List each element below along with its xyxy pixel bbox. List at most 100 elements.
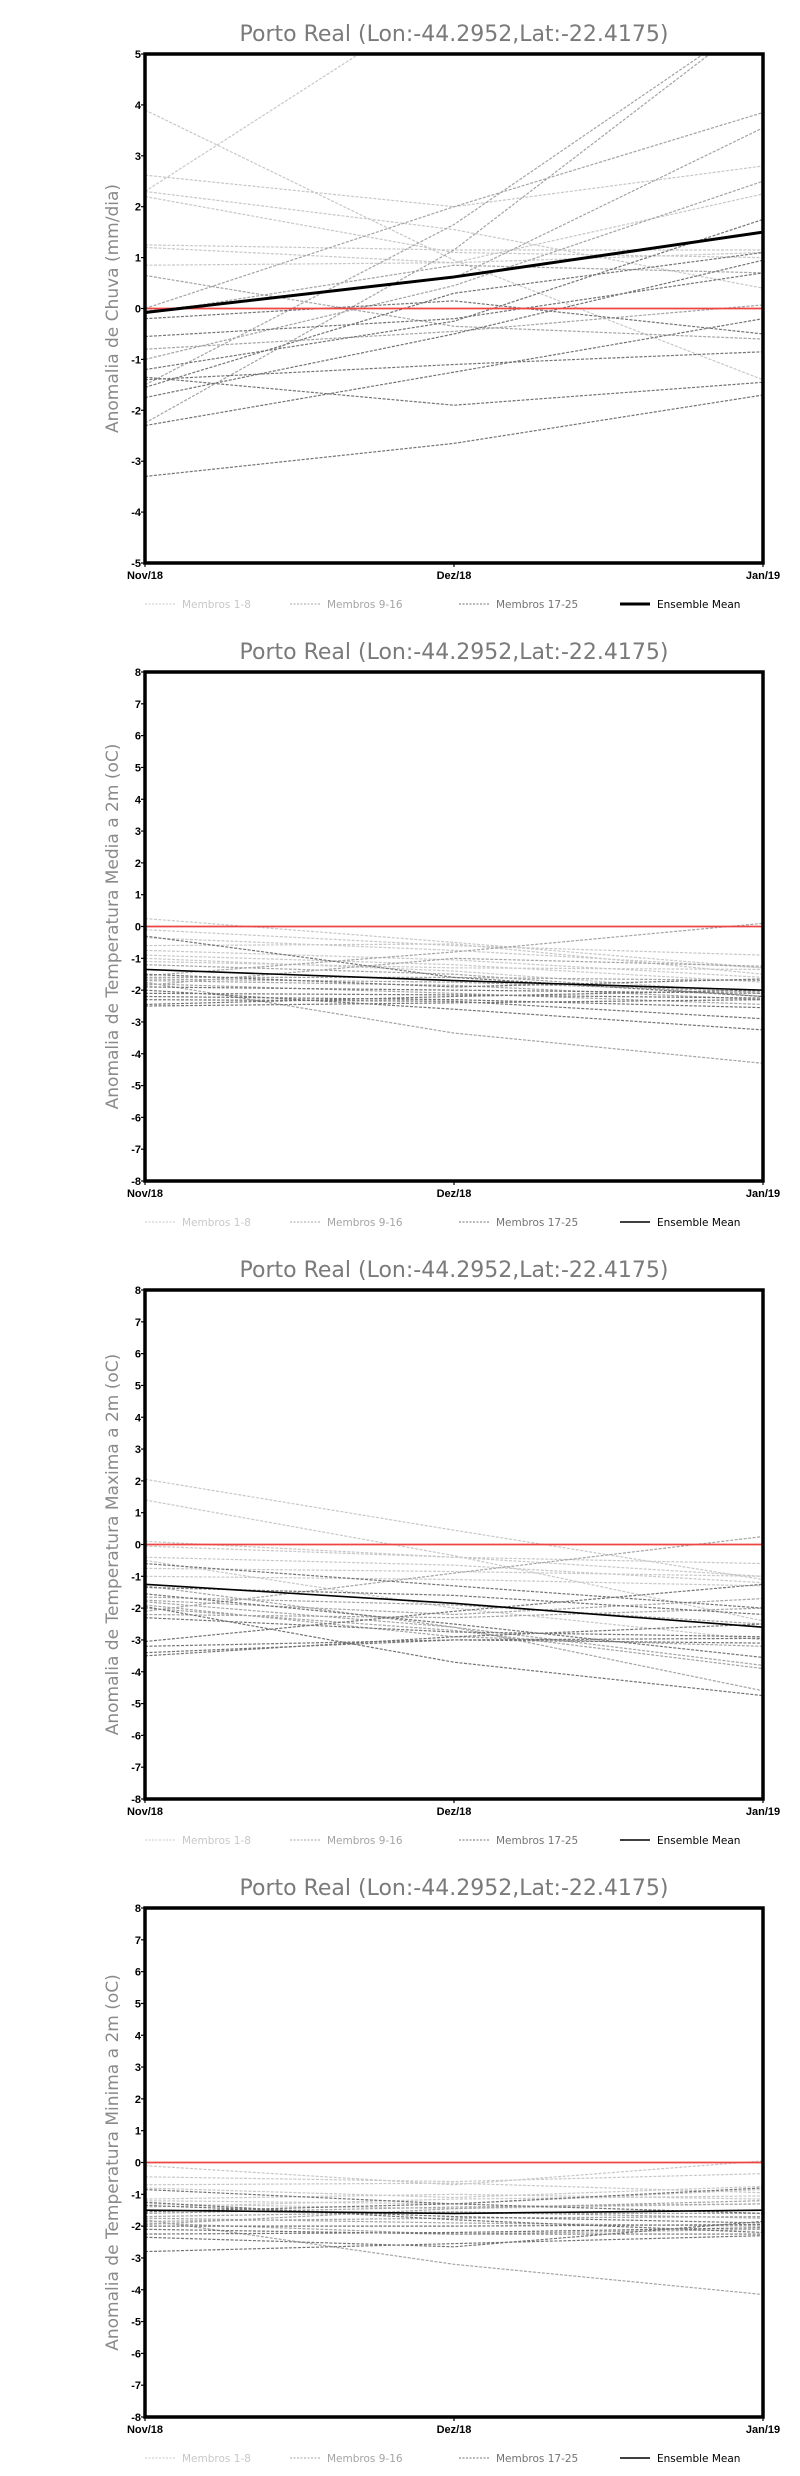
y-tick-label: -4: [131, 507, 142, 519]
member-line-2: [145, 1499, 763, 1622]
y-axis-label: Anomalia de Temperatura Maxima a 2m (oC): [103, 1354, 123, 1736]
member-line-1: [145, 54, 361, 192]
legend-label-4: Ensemble Mean: [657, 599, 740, 611]
legend-label-4: Ensemble Mean: [657, 1835, 740, 1847]
ensemble-mean-line: [145, 1583, 763, 1629]
ensemble-mean-line: [145, 968, 763, 991]
member-line-23: [145, 2201, 763, 2234]
y-tick-label: 4: [135, 100, 142, 112]
y-tick-label: 1: [135, 1508, 141, 1520]
member-line-7: [145, 957, 763, 994]
y-axis-label: Anomalia de Chuva (mm/dia): [103, 184, 123, 433]
member-line-17: [145, 2228, 763, 2235]
y-tick-label: 2: [135, 202, 141, 214]
member-line-21: [145, 376, 763, 406]
y-tick-label: 6: [135, 731, 141, 743]
y-tick-label: -5: [131, 558, 141, 570]
chart-title: Porto Real (Lon:-44.2952,Lat:-22.4175): [240, 640, 669, 665]
member-line-20: [145, 351, 763, 381]
member-line-24: [145, 973, 763, 988]
y-tick-label: 5: [135, 1380, 141, 1392]
y-tick-label: 3: [135, 2062, 141, 2074]
member-line-14: [145, 54, 711, 424]
member-line-22: [145, 2204, 763, 2224]
member-line-7: [145, 1567, 763, 1577]
member-line-10: [145, 1585, 763, 1692]
y-tick-label: -5: [131, 1081, 141, 1093]
y-tick-label: -1: [131, 2189, 141, 2201]
member-line-2: [145, 2173, 763, 2183]
member-line-11: [145, 2211, 763, 2219]
member-line-9: [145, 1596, 763, 1625]
member-line-10: [145, 111, 763, 310]
member-line-3: [145, 937, 763, 969]
member-line-18: [145, 1583, 763, 1643]
y-tick-label: -3: [131, 1635, 141, 1647]
y-tick-label: 0: [135, 1540, 141, 1552]
y-tick-label: 2: [135, 858, 141, 870]
member-line-19: [145, 992, 763, 999]
member-line-23: [145, 259, 763, 399]
y-tick-label: -1: [131, 354, 141, 366]
legend-label-1: Membros 1-8: [182, 599, 251, 611]
member-line-8: [145, 960, 763, 971]
y-tick-label: 8: [135, 667, 141, 679]
line-chart: Porto Real (Lon:-44.2952,Lat:-22.4175) An…: [103, 640, 780, 1229]
y-tick-label: -6: [131, 2348, 141, 2360]
y-tick-label: -8: [131, 1794, 141, 1806]
member-line-15: [145, 1535, 763, 1612]
x-tick-label: Jan/19: [746, 1806, 780, 1818]
y-tick-label: 3: [135, 826, 141, 838]
member-line-21: [145, 999, 763, 1020]
y-tick-label: -8: [131, 1176, 141, 1188]
member-line-6: [145, 1559, 763, 1641]
x-tick-label: Jan/19: [746, 570, 780, 582]
member-line-12: [145, 978, 763, 993]
y-tick-label: -6: [131, 1112, 141, 1124]
member-line-2: [145, 929, 763, 956]
y-tick-label: 8: [135, 1903, 141, 1915]
member-line-25: [145, 2223, 763, 2227]
member-line-13: [145, 2219, 763, 2296]
member-line-22: [145, 989, 763, 1006]
member-line-23: [145, 1593, 763, 1659]
legend: Membros 1-8 Membros 9-16 Membros 17-25 Ense…: [145, 1835, 740, 1847]
y-tick-label: -5: [131, 1699, 141, 1711]
legend: Membros 1-8 Membros 9-16 Membros 17-25 Ense…: [145, 1217, 740, 1229]
member-line-9: [145, 2209, 763, 2214]
member-line-3: [145, 1540, 763, 1577]
y-axis-label: Anomalia de Temperatura Minima a 2m (oC): [103, 1974, 123, 2351]
y-tick-label: -1: [131, 1571, 141, 1583]
member-line-1: [145, 1478, 763, 1581]
y-tick-label: -6: [131, 1730, 141, 1742]
legend: Membros 1-8 Membros 9-16 Membros 17-25 Ense…: [145, 2453, 740, 2465]
legend-label-3: Membros 17-25: [496, 1835, 578, 1847]
chart-title: Porto Real (Lon:-44.2952,Lat:-22.4175): [240, 1258, 669, 1283]
plot-area: [145, 2160, 763, 2296]
member-line-14: [145, 981, 763, 1064]
member-line-25: [145, 1586, 763, 1616]
chart-title: Porto Real (Lon:-44.2952,Lat:-22.4175): [240, 1876, 669, 1901]
y-tick-label: 2: [135, 1476, 141, 1488]
legend-label-1: Membros 1-8: [182, 2453, 251, 2465]
plot-area: [145, 54, 763, 478]
member-line-19: [145, 2220, 763, 2248]
legend-label-4: Ensemble Mean: [657, 2453, 740, 2465]
x-tick-label: Dez/18: [437, 2424, 472, 2436]
member-line-6: [145, 954, 763, 983]
member-line-13: [145, 1604, 763, 1647]
member-line-10: [145, 2203, 763, 2214]
member-line-24: [145, 394, 763, 478]
member-line-4: [145, 2185, 763, 2199]
member-line-16: [145, 2200, 763, 2226]
ensemble-mean-line: [145, 2209, 763, 2215]
y-tick-label: -3: [131, 456, 141, 468]
y-tick-label: 4: [135, 1412, 142, 1424]
y-tick-label: 7: [135, 1317, 141, 1329]
member-line-25: [145, 999, 763, 1007]
y-tick-label: -8: [131, 2412, 141, 2424]
member-line-8: [145, 251, 763, 266]
member-line-14: [145, 2215, 763, 2222]
x-tick-label: Nov/18: [127, 1188, 163, 1200]
legend-label-3: Membros 17-25: [496, 2453, 578, 2465]
